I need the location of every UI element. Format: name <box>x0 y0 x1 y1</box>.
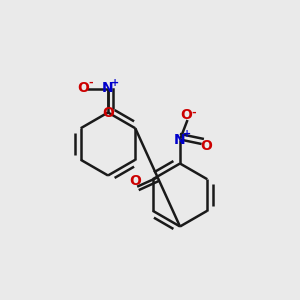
Text: +: + <box>110 78 119 88</box>
Text: N: N <box>102 82 114 95</box>
Text: O: O <box>200 139 212 152</box>
Text: O: O <box>180 108 192 122</box>
Text: -: - <box>88 78 93 88</box>
Text: O: O <box>77 82 89 95</box>
Text: +: + <box>182 129 191 139</box>
Text: -: - <box>192 107 197 118</box>
Text: N: N <box>174 133 186 146</box>
Text: O: O <box>102 106 114 120</box>
Text: O: O <box>130 174 142 188</box>
